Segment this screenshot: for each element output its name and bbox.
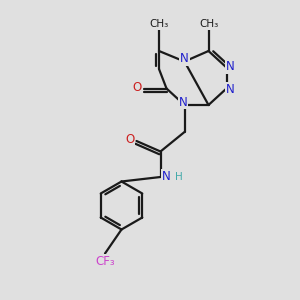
- Text: O: O: [125, 133, 134, 146]
- Text: N: N: [180, 52, 189, 65]
- Text: O: O: [133, 81, 142, 94]
- Text: N: N: [226, 82, 235, 96]
- Text: H: H: [175, 172, 182, 182]
- Text: CH₃: CH₃: [199, 19, 218, 29]
- Text: CF₃: CF₃: [95, 255, 115, 268]
- Text: N: N: [226, 60, 235, 74]
- Text: CH₃: CH₃: [149, 19, 169, 29]
- Text: N: N: [161, 170, 170, 183]
- Text: N: N: [178, 95, 188, 109]
